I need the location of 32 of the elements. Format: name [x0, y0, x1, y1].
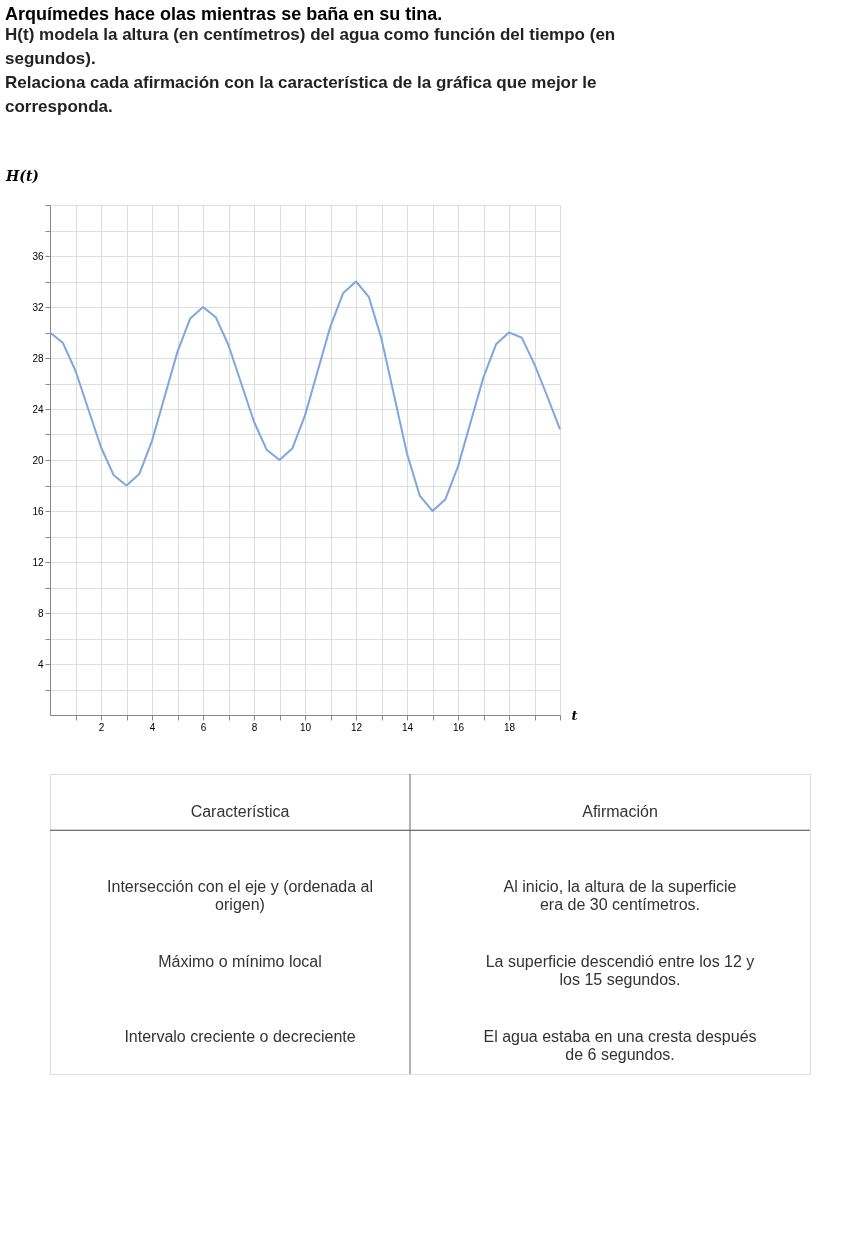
- text: Relaciona cada afirmación con la característica de la gráfica que mejor le corresponda.: [5, 72, 597, 116]
- x-tick-label: 8: [251, 721, 258, 733]
- y-tick-label: 8: [37, 607, 44, 619]
- y-tick-label: 28: [32, 352, 44, 364]
- x-tick-label: 16: [452, 721, 465, 733]
- text: Máximo o mínimo local: [158, 952, 322, 970]
- y-tick-label: 24: [32, 403, 44, 415]
- x-axis-title: t: [571, 707, 578, 723]
- text: El agua estaba en una cresta después de 6 segundos.: [483, 1027, 757, 1063]
- text: Intersección con el eje y (ordenada al origen): [107, 877, 373, 913]
- x-tick-label: 4: [149, 721, 156, 733]
- text: Al inicio, la altura de la superficie era de 30 centímetros.: [503, 877, 737, 913]
- y-tick-label: 32: [32, 301, 44, 313]
- y-axis-title: H(t): [5, 167, 39, 184]
- text: Afirmación: [582, 802, 658, 820]
- x-tick-label: 6: [200, 721, 207, 733]
- y-tick-label: 20: [32, 454, 44, 466]
- x-tick-label: 18: [503, 721, 516, 733]
- line-series: [49, 280, 561, 512]
- x-tick-label: 2: [98, 721, 105, 733]
- x-tick-label: 12: [350, 721, 363, 733]
- y-tick-label: 36: [32, 250, 44, 262]
- text: Característica: [190, 802, 290, 820]
- x-tick-label: 14: [401, 721, 414, 733]
- text: La superficie descendió entre los 12 y los 15 segundos.: [485, 952, 755, 988]
- y-tick-label: 12: [32, 556, 44, 568]
- x-tick-label: 10: [299, 721, 312, 733]
- chart-subtitle: H(t) modela la altura (en centímetros) del agua como función del tiempo (en segundos).: [5, 24, 616, 68]
- y-tick-label: 4: [37, 658, 44, 670]
- y-tick-label: 16: [32, 505, 44, 517]
- chart-title: Arquímedes hace olas mientras se baña en su tina.: [5, 3, 443, 24]
- text: Intervalo creciente o decreciente: [124, 1027, 356, 1045]
